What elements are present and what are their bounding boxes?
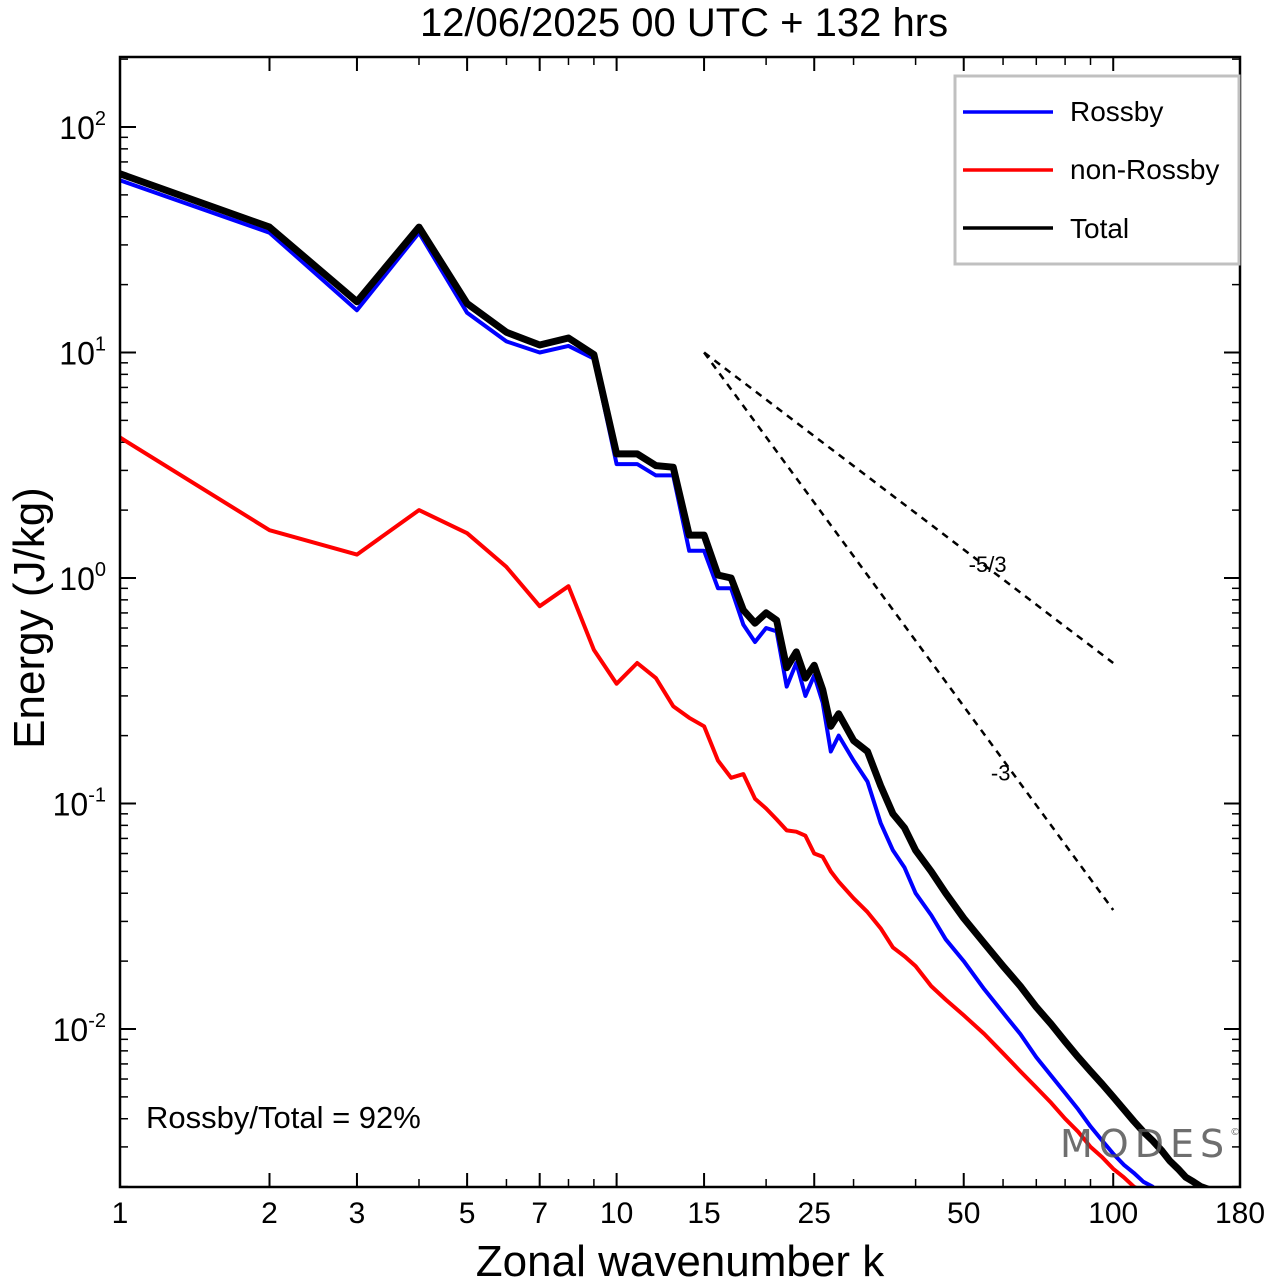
series-layer [120, 170, 1213, 1187]
x-tick-label: 7 [531, 1197, 548, 1230]
x-tick-label: 25 [798, 1197, 831, 1230]
chart-title: 12/06/2025 00 UTC + 132 hrs [420, 1, 948, 45]
x-tick-label: 10 [600, 1197, 633, 1230]
x-tick-label: 15 [687, 1197, 720, 1230]
x-axis-label: Zonal wavenumber k [476, 1237, 885, 1281]
x-tick-label: 1 [112, 1197, 129, 1230]
reference-slope-lines: -5/3 -3 [703, 351, 1115, 911]
y-axis-label: Energy (J/kg) [5, 487, 54, 749]
reference-line-label: -5/3 [969, 552, 1007, 577]
legend-label-rossby: Rossby [1070, 96, 1163, 127]
legend-label-total: Total [1070, 213, 1129, 244]
x-tick-label: 3 [349, 1197, 366, 1230]
series-line-rossby [120, 178, 1155, 1187]
y-tick-label: 101 [59, 334, 106, 372]
y-tick-labels: 102 101 100 10-1 10-2 [53, 108, 106, 1048]
watermark-text: MODES [1060, 1122, 1231, 1166]
y-tick-label: 10-2 [53, 1010, 106, 1048]
rossby-total-ratio: Rossby/Total = 92% [146, 1100, 421, 1135]
series-line-non-rossby [120, 435, 1139, 1187]
y-tick-label: 10-1 [53, 785, 106, 823]
modes-watermark: MODES© [1060, 1122, 1240, 1166]
reference-line-label: -3 [991, 761, 1011, 786]
series-line-total [120, 170, 1213, 1187]
x-tick-label: 5 [459, 1197, 476, 1230]
x-tick-label: 180 [1215, 1197, 1265, 1230]
reference-line [703, 351, 1115, 911]
y-tick-label: 100 [59, 559, 106, 597]
legend-label-non-rossby: non-Rossby [1070, 154, 1219, 185]
y-tick-label: 102 [59, 108, 106, 146]
x-tick-labels: 1 2 3 5 7 10 15 25 50 100 180 [112, 1197, 1265, 1230]
plot-frame [118, 55, 1242, 1189]
x-tick-label: 50 [947, 1197, 980, 1230]
x-tick-label: 2 [261, 1197, 278, 1230]
copyright-mark: © [1230, 1127, 1241, 1138]
x-tick-label: 100 [1088, 1197, 1138, 1230]
legend: Rossby non-Rossby Total [953, 74, 1241, 266]
